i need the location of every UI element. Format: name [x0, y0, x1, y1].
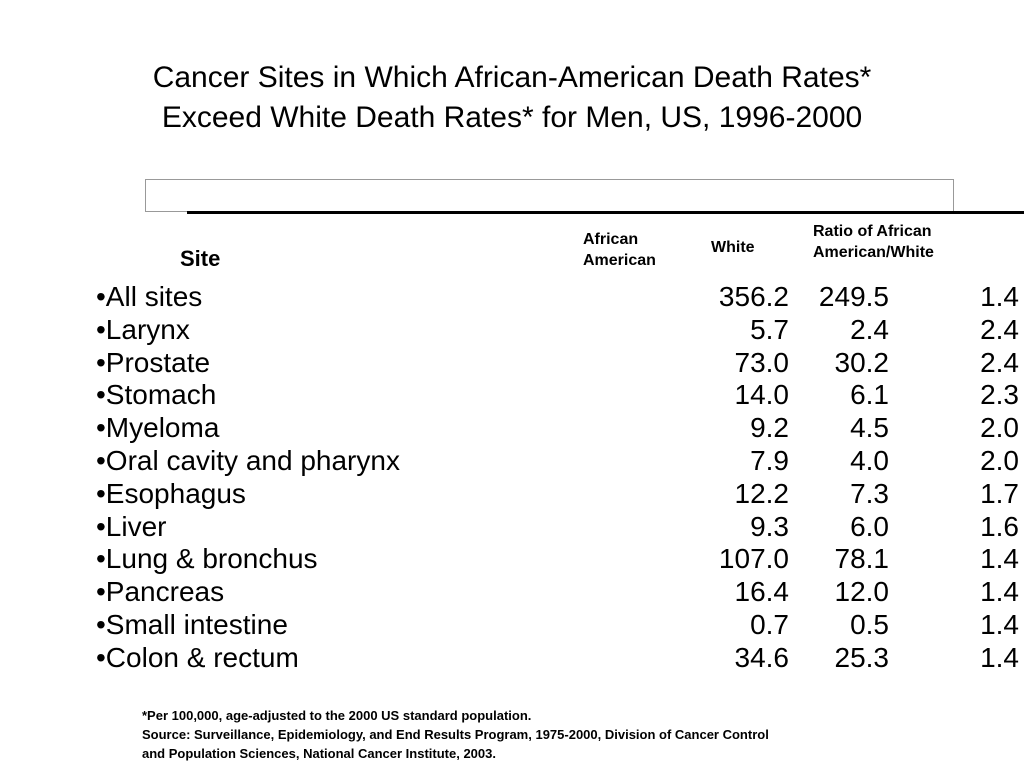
cell-white: 6.1 — [850, 379, 889, 411]
header-box — [145, 179, 954, 212]
cell-white: 7.3 — [850, 477, 889, 509]
header-rule — [187, 211, 1024, 214]
cell-african-american: 73.0 — [734, 346, 790, 378]
table-row: •Esophagus 12.2 7.3 1.7 — [96, 477, 1019, 511]
column-header-african-american-line-2: American — [583, 252, 656, 269]
column-header-site: Site — [180, 246, 221, 271]
cell-white: 30.2 — [834, 346, 890, 378]
cell-ratio: 1.4 — [980, 608, 1019, 640]
cell-white: 4.0 — [850, 444, 889, 476]
table-row: •Larynx 5.7 2.4 2.4 — [96, 313, 1019, 347]
cell-site: •Liver — [96, 510, 167, 542]
table-row: •Stomach 14.0 6.1 2.3 — [96, 379, 1019, 412]
table-row: •Oral cavity and pharynx 7.9 4.0 2.0 — [96, 444, 1019, 478]
table-row: •Prostate 73.0 30.2 2.4 — [96, 346, 1019, 380]
cell-ratio: 2.0 — [980, 412, 1019, 444]
footnote: *Per 100,000, age-adjusted to the 2000 U… — [142, 706, 769, 763]
cell-african-american: 356.2 — [718, 281, 789, 312]
table-row: •Liver 9.3 6.0 1.6 — [96, 510, 1019, 544]
table-body: •All sites 356.2 249.5 1.4 •Larynx 5.7 2.4 2.4 •… — [96, 281, 1019, 675]
column-header-white: White — [711, 239, 755, 256]
cell-white: 12.0 — [834, 576, 890, 608]
footnote-line-1: *Per 100,000, age-adjusted to the 2000 U… — [142, 708, 532, 723]
cell-african-american: 7.9 — [750, 444, 789, 476]
column-header-african-american-line-1: African — [583, 231, 639, 248]
cell-site: •Stomach — [96, 379, 217, 411]
table-row: •Pancreas 16.4 12.0 1.4 — [96, 576, 1019, 609]
column-header-ratio-line-1: Ratio of African — [813, 223, 932, 240]
cell-site: •Pancreas — [96, 576, 225, 608]
cell-ratio: 1.4 — [980, 576, 1019, 608]
cell-ratio: 2.3 — [980, 379, 1019, 411]
cell-african-american: 34.6 — [734, 641, 790, 673]
cell-ratio: 1.4 — [980, 641, 1019, 673]
cell-african-american: 5.7 — [750, 313, 789, 345]
cell-site: •Myeloma — [96, 412, 220, 444]
cell-site: •Prostate — [96, 346, 211, 378]
cell-site: •Small intestine — [96, 608, 288, 640]
table-row: •All sites 356.2 249.5 1.4 — [96, 281, 1019, 314]
title-line-2: Exceed White Death Rates* for Men, US, 1… — [161, 101, 863, 134]
column-header-african-american: African American — [583, 229, 693, 271]
cell-site: •Larynx — [96, 313, 190, 345]
footnote-line-2: Source: Surveillance, Epidemiology, and … — [142, 727, 769, 742]
cell-site: •Lung & bronchus — [96, 543, 318, 575]
table-row: •Lung & bronchus 107.0 78.1 1.4 — [96, 543, 1019, 576]
column-header-ratio: Ratio of African American/White — [813, 221, 1013, 263]
table-row: •Myeloma 9.2 4.5 2.0 — [96, 412, 1019, 445]
cell-ratio: 2.0 — [980, 444, 1019, 476]
cell-ratio: 1.4 — [980, 281, 1019, 312]
cell-african-american: 9.2 — [750, 412, 789, 444]
cell-ratio: 2.4 — [980, 346, 1019, 378]
slide-title: Cancer Sites in Which African-American D… — [0, 58, 1024, 138]
title-line-1: Cancer Sites in Which African-American D… — [152, 61, 872, 94]
cell-african-american: 9.3 — [750, 510, 789, 542]
cell-white: 249.5 — [818, 281, 889, 312]
cell-white: 78.1 — [834, 543, 890, 575]
cell-african-american: 107.0 — [718, 543, 789, 575]
cell-ratio: 1.4 — [980, 543, 1019, 575]
cell-site: •Oral cavity and pharynx — [96, 444, 400, 476]
column-header-ratio-line-2: American/White — [813, 244, 934, 261]
cell-african-american: 16.4 — [734, 576, 790, 608]
cell-white: 6.0 — [850, 510, 889, 542]
cell-ratio: 2.4 — [980, 313, 1019, 345]
cell-ratio: 1.6 — [980, 510, 1019, 542]
cell-site: •All sites — [96, 281, 203, 312]
cell-site: •Esophagus — [96, 477, 246, 509]
cell-site: •Colon & rectum — [96, 641, 299, 673]
cell-white: 25.3 — [834, 641, 890, 673]
cell-white: 2.4 — [850, 313, 889, 345]
cell-ratio: 1.7 — [980, 477, 1019, 509]
table-row: •Colon & rectum 34.6 25.3 1.4 — [96, 641, 1019, 675]
cell-african-american: 14.0 — [734, 379, 790, 411]
cell-african-american: 12.2 — [734, 477, 790, 509]
cell-white: 0.5 — [850, 608, 889, 640]
cell-african-american: 0.7 — [750, 608, 789, 640]
table-row: •Small intestine 0.7 0.5 1.4 — [96, 608, 1019, 642]
footnote-line-3: and Population Sciences, National Cancer… — [142, 746, 496, 761]
cell-white: 4.5 — [850, 412, 889, 444]
